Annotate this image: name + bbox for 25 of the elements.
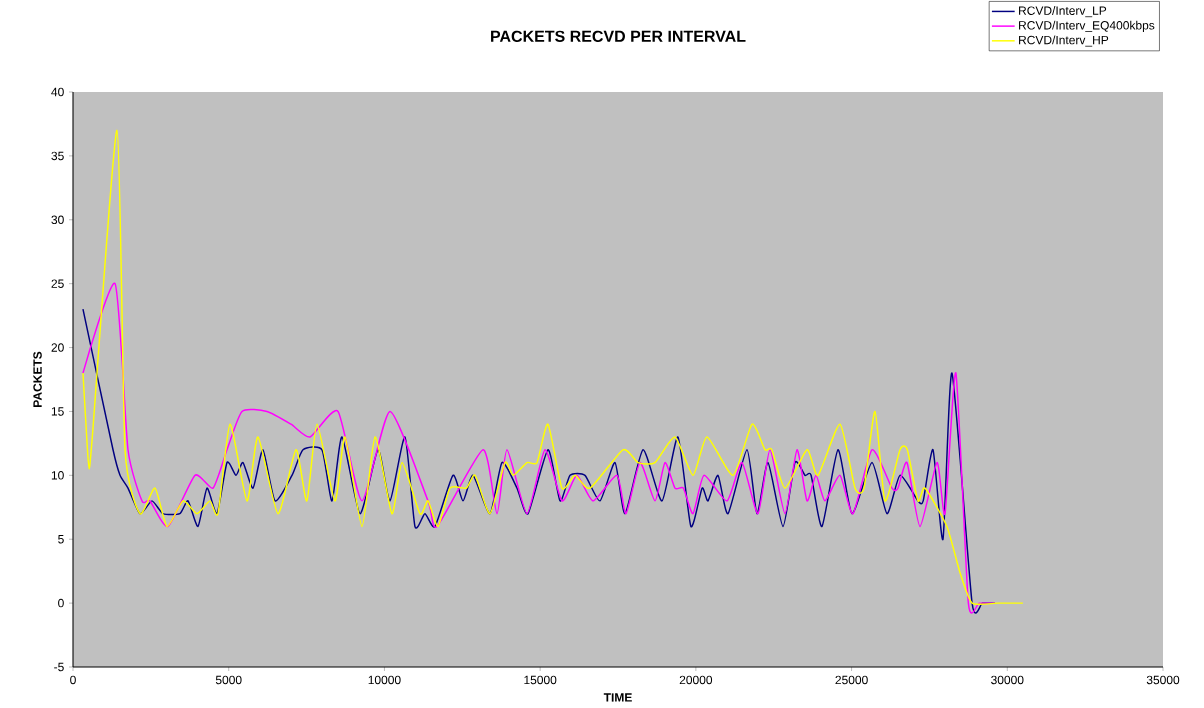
y-tick-label: 25 (51, 279, 64, 288)
legend-label: RCVD/Interv_EQ400kbps (1019, 20, 1155, 32)
x-tick-label: 0 (70, 675, 76, 685)
y-tick-label: 5 (58, 535, 64, 544)
legend-label: RCVD/Interv_LP (1019, 6, 1107, 18)
x-tick-label: 30000 (991, 675, 1024, 685)
x-tick-label: 15000 (524, 675, 557, 685)
y-tick-label: 30 (51, 215, 64, 225)
y-tick-label: 35 (51, 151, 64, 161)
y-tick-label: 10 (51, 471, 64, 480)
x-axis-title: TIME (603, 693, 632, 702)
x-tick-label: 5000 (215, 675, 242, 685)
x-tick-label: 20000 (679, 675, 713, 685)
x-tick-label: 25000 (835, 675, 868, 685)
y-tick-label: 40 (51, 87, 64, 97)
y-tick-label: 15 (51, 407, 64, 416)
y-tick-label: 20 (51, 343, 64, 352)
line-series (82, 129, 1024, 605)
y-tick-label: -5 (54, 662, 64, 672)
y-tick-label: 0 (58, 598, 64, 608)
legend-label: RCVD/Interv_HP (1019, 35, 1109, 47)
x-tick-label: 10000 (368, 675, 401, 685)
chart-title: PACKETS RECVD PER INTERVAL (491, 30, 746, 42)
x-tick-label: 35000 (1146, 675, 1180, 685)
y-axis-title: PACKETS (33, 351, 42, 407)
